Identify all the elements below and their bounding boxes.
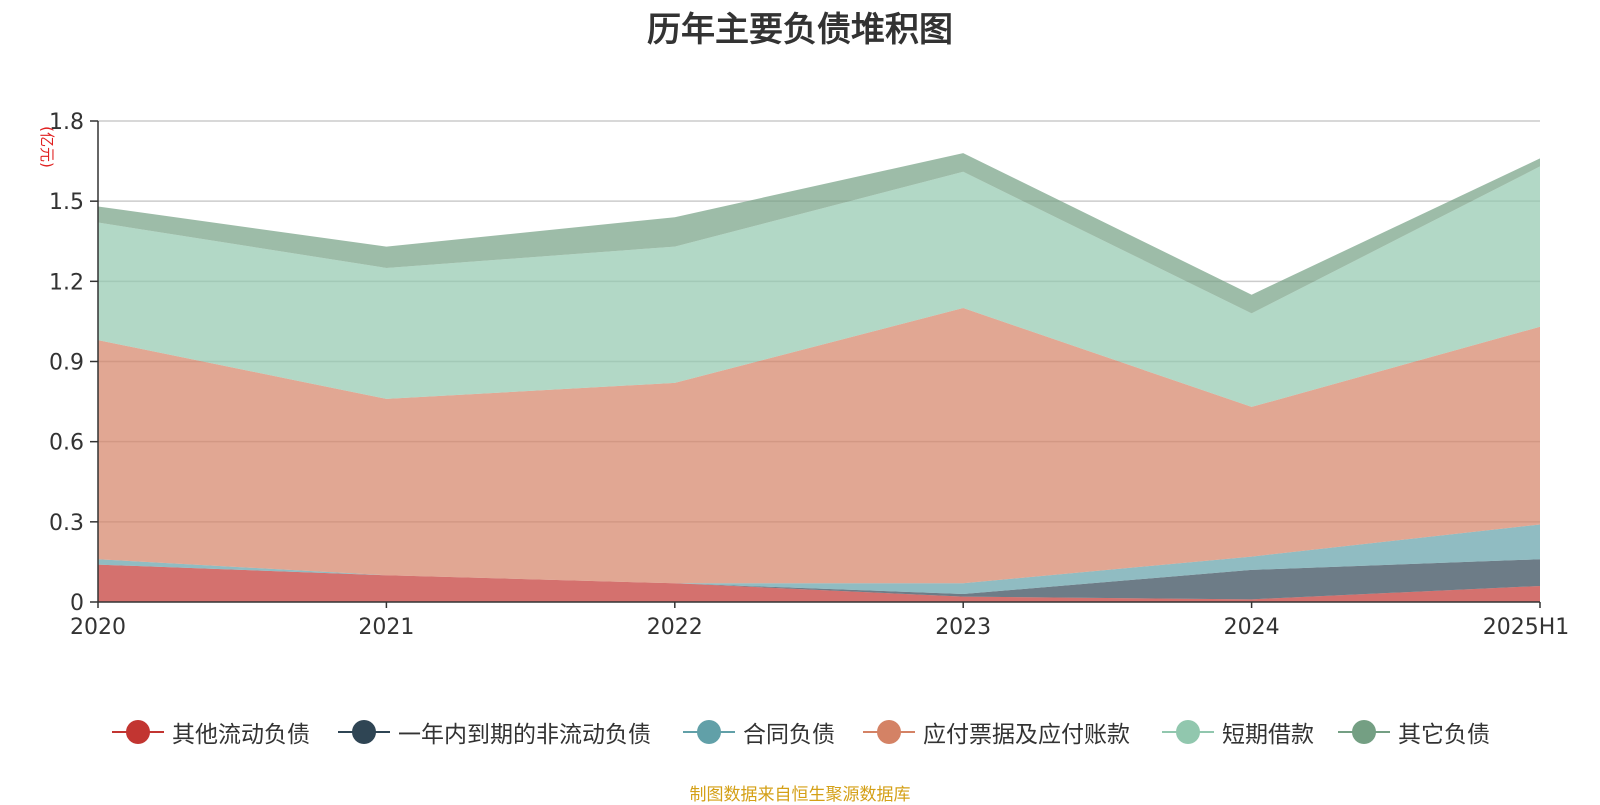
legend-item[interactable]: 合同负债 bbox=[683, 712, 835, 752]
area-series-1 bbox=[98, 559, 1540, 600]
legend-label: 一年内到期的非流动负债 bbox=[398, 722, 651, 748]
legend-label: 短期借款 bbox=[1222, 722, 1314, 748]
x-tick-label: 2024 bbox=[1224, 615, 1280, 640]
x-tick-label: 2022 bbox=[647, 615, 703, 640]
y-tick-label: 0.9 bbox=[49, 351, 84, 376]
area-series-2 bbox=[98, 524, 1540, 594]
legend-label: 其它负债 bbox=[1398, 722, 1490, 748]
tick-labels: 0 0.3 0.6 0.9 1.2 1.5 1.8 2020 2021 2022 2023 2024 2… bbox=[49, 110, 1569, 640]
legend-marker-icon bbox=[112, 720, 164, 744]
x-tick-label: 2021 bbox=[358, 615, 414, 640]
legend-label: 应付票据及应付账款 bbox=[923, 722, 1130, 748]
legend-label: 合同负债 bbox=[743, 722, 835, 748]
area-series-3 bbox=[98, 308, 1540, 584]
legend-label: 其他流动负债 bbox=[172, 722, 310, 748]
x-tick-label: 2023 bbox=[935, 615, 991, 640]
x-tick-label: 2020 bbox=[70, 615, 126, 640]
legend-item[interactable]: 短期借款 bbox=[1162, 712, 1314, 752]
axes bbox=[97, 121, 1541, 608]
y-tick-label: 1.2 bbox=[49, 270, 84, 295]
y-tick-label: 1.8 bbox=[49, 110, 84, 135]
legend-marker-icon bbox=[683, 720, 735, 744]
legend-marker-icon bbox=[863, 720, 915, 744]
source-note: 制图数据来自恒生聚源数据库 bbox=[689, 785, 911, 805]
y-tick-label: 0 bbox=[70, 591, 84, 616]
legend-marker-icon bbox=[1338, 720, 1390, 744]
legend-marker-icon bbox=[1162, 720, 1214, 744]
area-series-0 bbox=[98, 564, 1540, 602]
chart-title: 历年主要负债堆积图 bbox=[647, 10, 953, 50]
legend-item[interactable]: 其他流动负债 bbox=[112, 712, 310, 752]
legend-item[interactable]: 应付票据及应付账款 bbox=[863, 712, 1130, 752]
x-tick-label: 2025H1 bbox=[1483, 615, 1570, 640]
y-unit-label: (亿元) bbox=[38, 126, 56, 168]
legend: 其他流动负债 一年内到期的非流动负债 合同负债 应付票据及应付账款 短期借款 其它负债 bbox=[0, 712, 1600, 752]
legend-marker-icon bbox=[338, 720, 390, 744]
legend-item[interactable]: 一年内到期的非流动负债 bbox=[338, 712, 651, 752]
y-tick-label: 0.6 bbox=[49, 431, 84, 456]
y-tick-label: 0.3 bbox=[49, 511, 84, 536]
legend-item[interactable]: 其它负债 bbox=[1338, 712, 1490, 752]
area-series-5 bbox=[98, 153, 1540, 314]
stacked-area-chart: 0 0.3 0.6 0.9 1.2 1.5 1.8 2020 2021 2022 2023 2024 2… bbox=[38, 110, 1569, 640]
y-tick-label: 1.5 bbox=[49, 190, 84, 215]
area-series bbox=[98, 153, 1540, 602]
area-series-4 bbox=[98, 166, 1540, 407]
